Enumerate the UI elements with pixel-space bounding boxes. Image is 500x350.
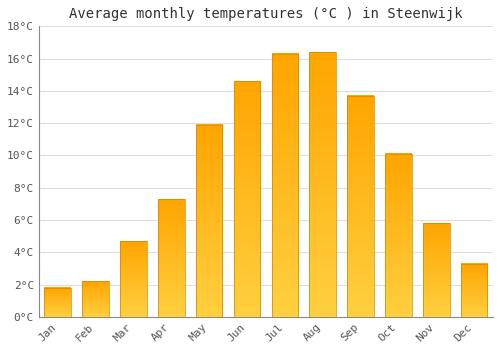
Bar	[461, 264, 487, 317]
Bar	[310, 52, 336, 317]
Bar	[423, 223, 450, 317]
Bar	[82, 281, 109, 317]
Bar	[385, 154, 411, 317]
Bar	[196, 125, 222, 317]
Bar	[158, 199, 184, 317]
Bar	[272, 54, 298, 317]
Title: Average monthly temperatures (°C ) in Steenwijk: Average monthly temperatures (°C ) in St…	[69, 7, 462, 21]
Bar	[234, 81, 260, 317]
Bar	[348, 96, 374, 317]
Bar	[44, 288, 71, 317]
Bar	[120, 241, 146, 317]
